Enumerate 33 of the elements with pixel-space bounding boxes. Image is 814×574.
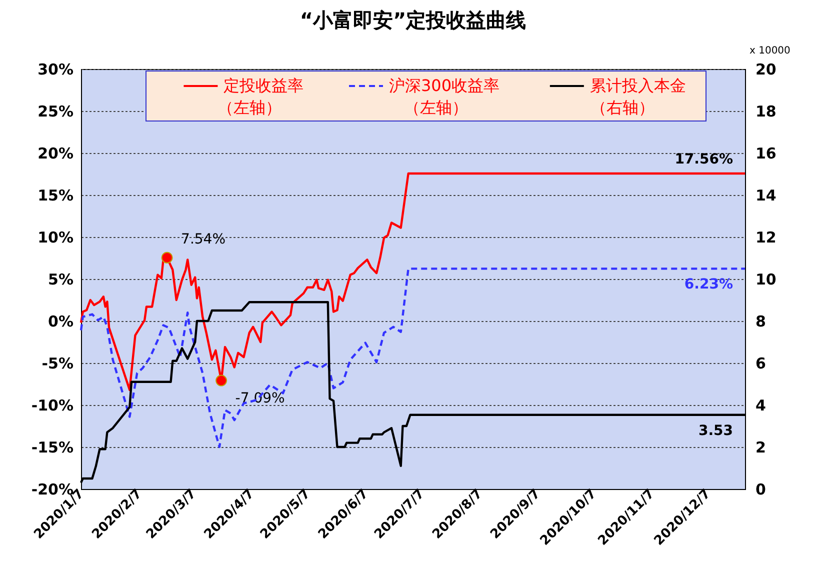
y2-tick-label: 2 [756, 438, 766, 456]
chart-title: “小富即安”定投收益曲线 [300, 8, 526, 32]
y-tick-label: 25% [38, 102, 74, 120]
y-tick-label: -10% [31, 396, 74, 414]
data-label: 17.56% [674, 151, 733, 168]
line-series [80, 268, 746, 448]
legend-label: 累计投入本金（右轴） [590, 76, 686, 117]
data-label: 6.23% [684, 276, 733, 293]
y-tick-label: -5% [42, 354, 74, 372]
y-tick-label: 15% [38, 186, 74, 204]
y2-tick-label: 20 [756, 60, 776, 78]
data-label: -7.09% [235, 390, 285, 407]
y2-tick-label: 10 [756, 270, 776, 288]
y-tick-label: 10% [38, 228, 74, 246]
y2-tick-label: 8 [756, 312, 766, 330]
y2-axis-title: x 10000 [750, 46, 790, 56]
line-series [80, 172, 746, 391]
y-tick-label: -15% [31, 438, 74, 456]
y2-tick-label: 0 [756, 480, 766, 498]
y2-tick-label: 4 [756, 396, 766, 414]
data-label: 7.54% [181, 232, 226, 248]
y-tick-label: 20% [38, 144, 74, 162]
y2-tick-label: 6 [756, 354, 766, 372]
y2-tick-label: 16 [756, 144, 776, 162]
y2-tick-label: 14 [756, 186, 776, 204]
data-label: 3.53 [698, 422, 733, 439]
y2-tick-label: 18 [756, 102, 776, 120]
legend-label: 定投收益率（左轴） [217, 76, 304, 117]
y2-tick-label: 12 [756, 228, 776, 246]
legend-label: 沪深300收益率（左轴） [389, 76, 500, 117]
y-tick-label: 0% [48, 312, 74, 330]
y-tick-label: 5% [48, 270, 74, 288]
y-tick-label: 30% [38, 60, 74, 78]
